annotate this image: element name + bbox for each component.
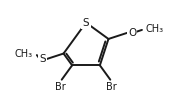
Text: Br: Br (106, 82, 117, 92)
Text: S: S (83, 18, 89, 28)
Text: O: O (128, 28, 136, 38)
Text: CH₃: CH₃ (15, 49, 33, 59)
Text: Br: Br (55, 82, 66, 92)
Text: S: S (39, 54, 46, 64)
Text: CH₃: CH₃ (146, 24, 164, 34)
